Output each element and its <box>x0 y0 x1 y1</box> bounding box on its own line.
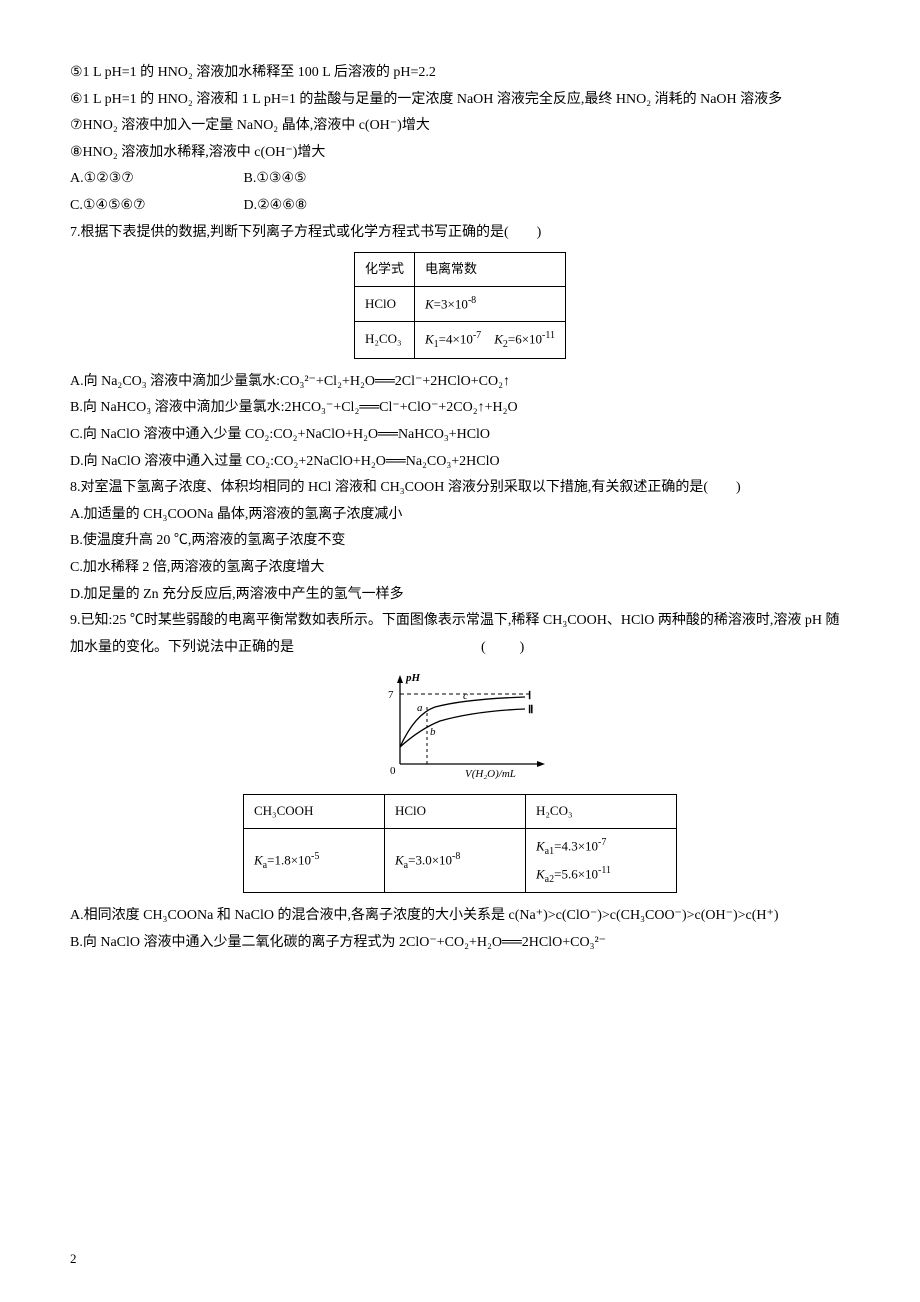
text: B.向 NaHCO₃ 溶液中滴加少量氯水:2HCO₃⁻+Cl₂══Cl⁻+ClO… <box>70 400 518 415</box>
q7-opt-d: D.向 NaClO 溶液中通入过量 CO₂:CO₂+2NaClO+H₂O══Na… <box>70 449 850 476</box>
text: 对室温下氢离子浓度、体积均相同的 HCl 溶液和 CH₃COOH 溶液分别采取以… <box>81 480 741 495</box>
q9-r3: Ka1=4.3×10-7 Ka2=5.6×10-11 <box>526 828 677 893</box>
svg-text:7: 7 <box>388 689 394 701</box>
q9-th1: CH₃COOH <box>244 794 385 828</box>
page-number: 2 <box>70 1247 77 1272</box>
q7-r2c1: H₂CO₃ <box>354 321 414 358</box>
svg-text:b: b <box>430 726 436 738</box>
q8-opt-b: B.使温度升高 20 ℃,两溶液的氢离子浓度不变 <box>70 528 850 555</box>
text: B.向 NaClO 溶液中通入少量二氧化碳的离子方程式为 2ClO⁻+CO₂+H… <box>70 935 606 950</box>
q9-r1: Ka=1.8×10-5 <box>244 828 385 893</box>
q9-th2: HClO <box>385 794 526 828</box>
q7-stem: 7.根据下表提供的数据,判断下列离子方程式或化学方程式书写正确的是( ) <box>70 220 850 247</box>
q9-r2: Ka=3.0×10-8 <box>385 828 526 893</box>
text: ⑤1 L pH=1 的 HNO₂ 溶液加水稀释至 100 L 后溶液的 pH=2… <box>70 65 436 80</box>
svg-text:Ⅱ: Ⅱ <box>528 704 533 716</box>
text: A.向 Na₂CO₃ 溶液中滴加少量氯水:CO₃²⁻+Cl₂+H₂O══2Cl⁻… <box>70 374 510 389</box>
text: D.向 NaClO 溶液中通入过量 CO₂:CO₂+2NaClO+H₂O══Na… <box>70 454 500 469</box>
q9-table: CH₃COOH HClO H₂CO₃ Ka=1.8×10-5 Ka=3.0×10… <box>243 794 677 894</box>
q9-th3: H₂CO₃ <box>526 794 677 828</box>
text: 已知:25 ℃时某些弱酸的电离平衡常数如表所示。下面图像表示常温下,稀释 CH₃… <box>70 613 839 655</box>
text: A.相同浓度 CH₃COONa 和 NaClO 的混合液中,各离子浓度的大小关系… <box>70 908 779 923</box>
statement-8: ⑧HNO₂ 溶液加水稀释,溶液中 c(OH⁻)增大 <box>70 140 850 167</box>
q9-paren: ( ) <box>481 640 526 655</box>
q7-opt-c: C.向 NaClO 溶液中通入少量 CO₂:CO₂+NaClO+H₂O══NaH… <box>70 422 850 449</box>
q7-th2: 电离常数 <box>415 253 566 287</box>
q6-options-row2: C.①④⑤⑥⑦ D.②④⑥⑧ <box>70 193 850 220</box>
q8-opt-d: D.加足量的 Zn 充分反应后,两溶液中产生的氢气一样多 <box>70 582 850 609</box>
text: D.加足量的 Zn 充分反应后,两溶液中产生的氢气一样多 <box>70 587 404 602</box>
q9-opt-a: A.相同浓度 CH₃COONa 和 NaClO 的混合液中,各离子浓度的大小关系… <box>70 903 850 930</box>
q9-stem: 9.已知:25 ℃时某些弱酸的电离平衡常数如表所示。下面图像表示常温下,稀释 C… <box>70 608 850 661</box>
q8-opt-a: A.加适量的 CH₃COONa 晶体,两溶液的氢离子浓度减小 <box>70 502 850 529</box>
opt-b: B.①③④⑤ <box>244 166 307 193</box>
text: ⑥1 L pH=1 的 HNO₂ 溶液和 1 L pH=1 的盐酸与足量的一定浓… <box>70 92 782 107</box>
q7-th1: 化学式 <box>354 253 414 287</box>
q7-r1c1: HClO <box>354 286 414 321</box>
q6-options-row1: A.①②③⑦ B.①③④⑤ <box>70 166 850 193</box>
svg-text:V(H₂O)/mL: V(H₂O)/mL <box>465 768 516 779</box>
ph-curve-chart: pH 7 0 V(H₂O)/mL Ⅰ Ⅱab c <box>365 669 555 779</box>
text: 根据下表提供的数据,判断下列离子方程式或化学方程式书写正确的是( ) <box>81 225 542 240</box>
q7-r1c2: K=3×10-8 <box>415 286 566 321</box>
svg-text:Ⅰ: Ⅰ <box>528 690 531 702</box>
q7-opt-a: A.向 Na₂CO₃ 溶液中滴加少量氯水:CO₃²⁻+Cl₂+H₂O══2Cl⁻… <box>70 369 850 396</box>
svg-text:a: a <box>417 702 423 714</box>
text: B.使温度升高 20 ℃,两溶液的氢离子浓度不变 <box>70 533 345 548</box>
opt-c: C.①④⑤⑥⑦ <box>70 193 240 220</box>
q7-opt-b: B.向 NaHCO₃ 溶液中滴加少量氯水:2HCO₃⁻+Cl₂══Cl⁻+ClO… <box>70 395 850 422</box>
text: A.加适量的 CH₃COONa 晶体,两溶液的氢离子浓度减小 <box>70 507 402 522</box>
svg-text:c: c <box>463 690 468 702</box>
statement-5: ⑤1 L pH=1 的 HNO₂ 溶液加水稀释至 100 L 后溶液的 pH=2… <box>70 60 850 87</box>
text: ⑦HNO₂ 溶液中加入一定量 NaNO₂ 晶体,溶液中 c(OH⁻)增大 <box>70 118 430 133</box>
opt-d: D.②④⑥⑧ <box>244 193 308 220</box>
q9-opt-b: B.向 NaClO 溶液中通入少量二氧化碳的离子方程式为 2ClO⁻+CO₂+H… <box>70 930 850 957</box>
q7-r2c2: K1=4×10-7 K2=6×10-11 <box>415 321 566 358</box>
statement-7: ⑦HNO₂ 溶液中加入一定量 NaNO₂ 晶体,溶液中 c(OH⁻)增大 <box>70 113 850 140</box>
svg-text:0: 0 <box>390 765 396 777</box>
opt-a: A.①②③⑦ <box>70 166 240 193</box>
q8-stem: 8.对室温下氢离子浓度、体积均相同的 HCl 溶液和 CH₃COOH 溶液分别采… <box>70 475 850 502</box>
q9-chart: pH 7 0 V(H₂O)/mL Ⅰ Ⅱab c <box>70 669 850 790</box>
q8-opt-c: C.加水稀释 2 倍,两溶液的氢离子浓度增大 <box>70 555 850 582</box>
svg-text:pH: pH <box>405 672 421 684</box>
q7-table: 化学式 电离常数 HClO K=3×10-8 H₂CO₃ K1=4×10-7 K… <box>354 252 566 359</box>
text: C.加水稀释 2 倍,两溶液的氢离子浓度增大 <box>70 560 324 575</box>
statement-6: ⑥1 L pH=1 的 HNO₂ 溶液和 1 L pH=1 的盐酸与足量的一定浓… <box>70 87 850 114</box>
text: C.向 NaClO 溶液中通入少量 CO₂:CO₂+NaClO+H₂O══NaH… <box>70 427 490 442</box>
text: ⑧HNO₂ 溶液加水稀释,溶液中 c(OH⁻)增大 <box>70 145 325 160</box>
